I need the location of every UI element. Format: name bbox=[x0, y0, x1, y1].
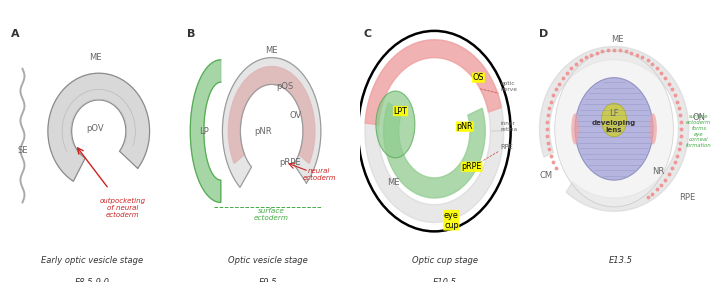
Text: inner
retina: inner retina bbox=[500, 121, 518, 132]
Text: pOS: pOS bbox=[276, 82, 294, 91]
Text: LPT: LPT bbox=[394, 107, 408, 116]
Text: ON: ON bbox=[693, 113, 706, 122]
Circle shape bbox=[554, 51, 673, 207]
Ellipse shape bbox=[376, 91, 415, 158]
Polygon shape bbox=[222, 58, 321, 188]
Circle shape bbox=[575, 78, 653, 180]
Text: OV: OV bbox=[289, 111, 302, 120]
Text: pRPE: pRPE bbox=[279, 158, 301, 167]
Text: RPE: RPE bbox=[679, 193, 695, 202]
Polygon shape bbox=[365, 40, 504, 222]
Text: C: C bbox=[363, 29, 372, 39]
Text: E13.5: E13.5 bbox=[609, 256, 633, 265]
Text: developing
lens: developing lens bbox=[592, 120, 636, 133]
Circle shape bbox=[601, 103, 627, 137]
Text: outpocketing
of neural
ectoderm: outpocketing of neural ectoderm bbox=[99, 198, 145, 218]
Text: Optic cup stage: Optic cup stage bbox=[412, 256, 477, 265]
Polygon shape bbox=[539, 47, 688, 211]
Text: pNR: pNR bbox=[254, 127, 272, 136]
Text: E10.5: E10.5 bbox=[433, 278, 456, 282]
Text: LP: LP bbox=[199, 127, 209, 136]
Text: ME: ME bbox=[89, 53, 102, 62]
Text: ME: ME bbox=[611, 35, 624, 44]
Text: D: D bbox=[539, 29, 549, 39]
Text: ME: ME bbox=[266, 47, 278, 56]
Text: pNR: pNR bbox=[456, 122, 473, 131]
Text: A: A bbox=[11, 29, 19, 39]
Text: Early optic vesicle stage: Early optic vesicle stage bbox=[41, 256, 143, 265]
Text: Optic vesicle stage: Optic vesicle stage bbox=[228, 256, 308, 265]
Text: surface
ectoderm: surface ectoderm bbox=[254, 208, 289, 221]
Text: E8.5-9.0: E8.5-9.0 bbox=[74, 278, 109, 282]
Text: LF: LF bbox=[609, 109, 618, 118]
Polygon shape bbox=[384, 103, 485, 198]
Text: neural
ectoderm: neural ectoderm bbox=[302, 168, 336, 181]
Polygon shape bbox=[228, 67, 315, 164]
Text: pOV: pOV bbox=[86, 124, 104, 133]
Polygon shape bbox=[48, 73, 150, 181]
Text: OS: OS bbox=[473, 73, 485, 82]
Text: CM: CM bbox=[540, 171, 553, 180]
Text: pRPE: pRPE bbox=[462, 162, 482, 171]
Text: E9.5: E9.5 bbox=[259, 278, 278, 282]
Text: surface
ectoderm
forms
eye
corneal
formation: surface ectoderm forms eye corneal forma… bbox=[686, 114, 711, 148]
Text: RPE: RPE bbox=[500, 144, 513, 150]
Text: SE: SE bbox=[17, 146, 27, 155]
Polygon shape bbox=[190, 60, 221, 202]
Text: B: B bbox=[187, 29, 195, 39]
Polygon shape bbox=[365, 40, 502, 125]
Text: ME: ME bbox=[387, 178, 400, 187]
Ellipse shape bbox=[649, 113, 657, 144]
Text: eye
cup: eye cup bbox=[444, 211, 459, 230]
Text: NR: NR bbox=[652, 167, 665, 176]
Text: optic
nerve: optic nerve bbox=[500, 81, 518, 92]
Ellipse shape bbox=[571, 113, 579, 144]
